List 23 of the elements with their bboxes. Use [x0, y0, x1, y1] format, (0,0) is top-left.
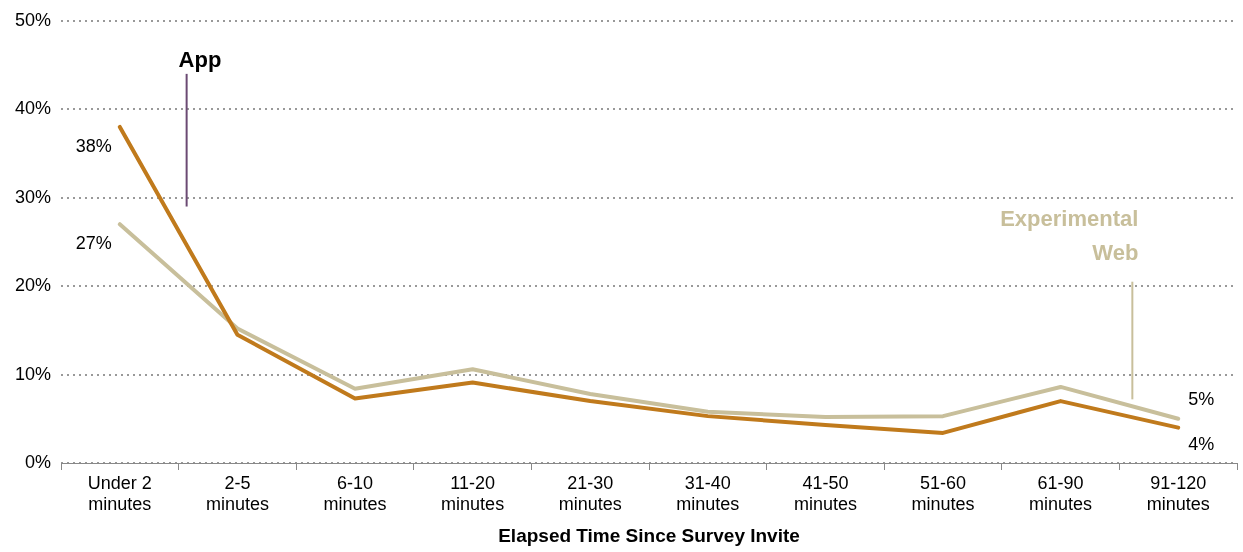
x-tick-label: 11-20 minutes: [441, 472, 505, 515]
x-tick-label: 21-30 minutes: [558, 472, 622, 515]
x-tick-label: 6-10 minutes: [323, 472, 387, 515]
data-label: 27%: [75, 233, 112, 254]
y-tick-label: 10%: [15, 363, 52, 384]
x-tick-label: 2-5 minutes: [205, 472, 269, 515]
x-tick-label: 91-120 minutes: [1146, 472, 1210, 515]
y-tick-label: 20%: [15, 275, 52, 296]
data-label: 38%: [75, 135, 112, 156]
y-tick-label: 0%: [25, 451, 52, 472]
x-tick-label: 51-60 minutes: [911, 472, 975, 515]
y-tick-label: 40%: [15, 98, 52, 119]
data-label: 4%: [1188, 433, 1215, 454]
text: Experimental Web: [1000, 205, 1139, 265]
x-tick-label: Under 2 minutes: [87, 472, 152, 515]
text: App: [178, 46, 222, 72]
x-tick-label: 61-90 minutes: [1029, 472, 1093, 515]
data-label: 5%: [1188, 388, 1215, 409]
x-tick-label: 41-50 minutes: [793, 472, 857, 515]
x-tick-label: 31-40 minutes: [676, 472, 740, 515]
x-axis-title: Elapsed Time Since Survey Invite: [498, 524, 800, 546]
y-tick-label: 30%: [15, 186, 52, 207]
y-tick-label: 50%: [15, 9, 52, 30]
